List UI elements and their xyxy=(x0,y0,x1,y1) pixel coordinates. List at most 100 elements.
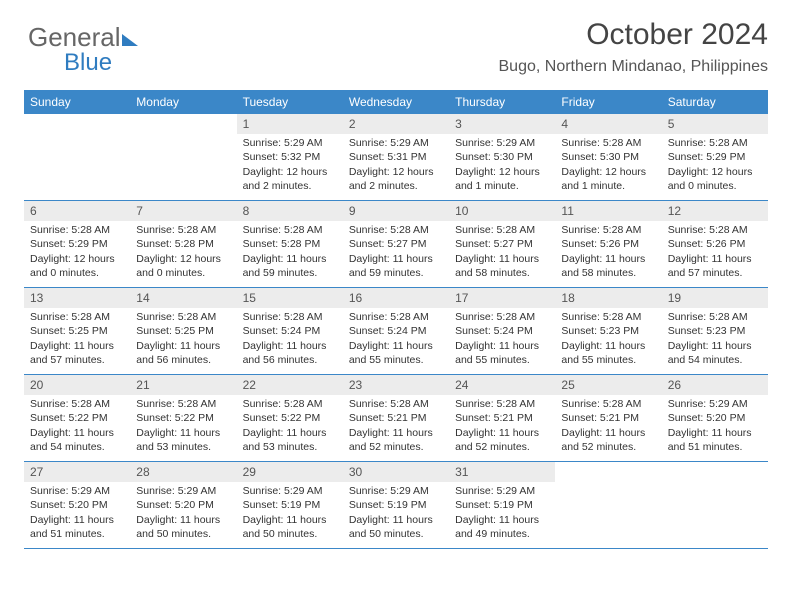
calendar-header-cell: Thursday xyxy=(449,90,555,114)
day-number: 26 xyxy=(662,375,768,395)
logo-text2: Blue xyxy=(64,49,138,77)
day-number: 9 xyxy=(343,201,449,221)
day-number: 29 xyxy=(237,462,343,482)
day-details: Sunrise: 5:28 AMSunset: 5:29 PMDaylight:… xyxy=(662,134,768,197)
calendar-header-cell: Saturday xyxy=(662,90,768,114)
calendar-week: 27Sunrise: 5:29 AMSunset: 5:20 PMDayligh… xyxy=(24,462,768,549)
calendar-day: 6Sunrise: 5:28 AMSunset: 5:29 PMDaylight… xyxy=(24,201,130,287)
day-details: Sunrise: 5:28 AMSunset: 5:24 PMDaylight:… xyxy=(449,308,555,371)
calendar-day: 16Sunrise: 5:28 AMSunset: 5:24 PMDayligh… xyxy=(343,288,449,374)
day-number: 5 xyxy=(662,114,768,134)
day-number: 31 xyxy=(449,462,555,482)
day-number xyxy=(555,462,661,466)
calendar-day: 21Sunrise: 5:28 AMSunset: 5:22 PMDayligh… xyxy=(130,375,236,461)
day-details: Sunrise: 5:28 AMSunset: 5:26 PMDaylight:… xyxy=(662,221,768,284)
day-details: Sunrise: 5:29 AMSunset: 5:19 PMDaylight:… xyxy=(449,482,555,545)
logo-text1: General xyxy=(28,22,121,52)
day-number: 12 xyxy=(662,201,768,221)
day-details: Sunrise: 5:28 AMSunset: 5:21 PMDaylight:… xyxy=(343,395,449,458)
day-number: 22 xyxy=(237,375,343,395)
calendar-day: 26Sunrise: 5:29 AMSunset: 5:20 PMDayligh… xyxy=(662,375,768,461)
calendar-day: 14Sunrise: 5:28 AMSunset: 5:25 PMDayligh… xyxy=(130,288,236,374)
day-details: Sunrise: 5:29 AMSunset: 5:20 PMDaylight:… xyxy=(130,482,236,545)
calendar-day: 11Sunrise: 5:28 AMSunset: 5:26 PMDayligh… xyxy=(555,201,661,287)
day-details: Sunrise: 5:28 AMSunset: 5:22 PMDaylight:… xyxy=(237,395,343,458)
day-number: 28 xyxy=(130,462,236,482)
calendar-day: 27Sunrise: 5:29 AMSunset: 5:20 PMDayligh… xyxy=(24,462,130,548)
day-number: 27 xyxy=(24,462,130,482)
day-details: Sunrise: 5:29 AMSunset: 5:30 PMDaylight:… xyxy=(449,134,555,197)
day-details: Sunrise: 5:29 AMSunset: 5:19 PMDaylight:… xyxy=(237,482,343,545)
calendar-day: 24Sunrise: 5:28 AMSunset: 5:21 PMDayligh… xyxy=(449,375,555,461)
calendar-day: 19Sunrise: 5:28 AMSunset: 5:23 PMDayligh… xyxy=(662,288,768,374)
calendar-day: 25Sunrise: 5:28 AMSunset: 5:21 PMDayligh… xyxy=(555,375,661,461)
day-number: 18 xyxy=(555,288,661,308)
calendar-week: 1Sunrise: 5:29 AMSunset: 5:32 PMDaylight… xyxy=(24,114,768,201)
day-number: 19 xyxy=(662,288,768,308)
day-details: Sunrise: 5:28 AMSunset: 5:28 PMDaylight:… xyxy=(237,221,343,284)
calendar-day: 23Sunrise: 5:28 AMSunset: 5:21 PMDayligh… xyxy=(343,375,449,461)
day-details: Sunrise: 5:29 AMSunset: 5:19 PMDaylight:… xyxy=(343,482,449,545)
calendar-day xyxy=(24,114,130,200)
day-number: 8 xyxy=(237,201,343,221)
day-number: 13 xyxy=(24,288,130,308)
calendar-day: 9Sunrise: 5:28 AMSunset: 5:27 PMDaylight… xyxy=(343,201,449,287)
day-details: Sunrise: 5:28 AMSunset: 5:29 PMDaylight:… xyxy=(24,221,130,284)
calendar-header-cell: Monday xyxy=(130,90,236,114)
day-details: Sunrise: 5:28 AMSunset: 5:30 PMDaylight:… xyxy=(555,134,661,197)
day-details: Sunrise: 5:29 AMSunset: 5:20 PMDaylight:… xyxy=(662,395,768,458)
day-number: 21 xyxy=(130,375,236,395)
calendar-week: 20Sunrise: 5:28 AMSunset: 5:22 PMDayligh… xyxy=(24,375,768,462)
calendar-header-row: SundayMondayTuesdayWednesdayThursdayFrid… xyxy=(24,90,768,114)
calendar-day: 17Sunrise: 5:28 AMSunset: 5:24 PMDayligh… xyxy=(449,288,555,374)
calendar-day: 18Sunrise: 5:28 AMSunset: 5:23 PMDayligh… xyxy=(555,288,661,374)
day-number: 16 xyxy=(343,288,449,308)
day-number xyxy=(662,462,768,466)
logo-triangle-icon xyxy=(122,34,138,46)
day-number xyxy=(24,114,130,118)
day-details: Sunrise: 5:28 AMSunset: 5:25 PMDaylight:… xyxy=(24,308,130,371)
day-number: 7 xyxy=(130,201,236,221)
day-details: Sunrise: 5:29 AMSunset: 5:31 PMDaylight:… xyxy=(343,134,449,197)
calendar-day: 8Sunrise: 5:28 AMSunset: 5:28 PMDaylight… xyxy=(237,201,343,287)
calendar-day: 7Sunrise: 5:28 AMSunset: 5:28 PMDaylight… xyxy=(130,201,236,287)
day-details: Sunrise: 5:28 AMSunset: 5:24 PMDaylight:… xyxy=(237,308,343,371)
calendar-day: 29Sunrise: 5:29 AMSunset: 5:19 PMDayligh… xyxy=(237,462,343,548)
calendar-day: 3Sunrise: 5:29 AMSunset: 5:30 PMDaylight… xyxy=(449,114,555,200)
day-details: Sunrise: 5:28 AMSunset: 5:21 PMDaylight:… xyxy=(449,395,555,458)
day-number: 10 xyxy=(449,201,555,221)
day-details: Sunrise: 5:28 AMSunset: 5:25 PMDaylight:… xyxy=(130,308,236,371)
day-number: 1 xyxy=(237,114,343,134)
calendar-header-cell: Tuesday xyxy=(237,90,343,114)
calendar-day: 13Sunrise: 5:28 AMSunset: 5:25 PMDayligh… xyxy=(24,288,130,374)
calendar: SundayMondayTuesdayWednesdayThursdayFrid… xyxy=(24,90,768,549)
day-details: Sunrise: 5:28 AMSunset: 5:28 PMDaylight:… xyxy=(130,221,236,284)
day-number: 11 xyxy=(555,201,661,221)
calendar-day: 12Sunrise: 5:28 AMSunset: 5:26 PMDayligh… xyxy=(662,201,768,287)
calendar-week: 13Sunrise: 5:28 AMSunset: 5:25 PMDayligh… xyxy=(24,288,768,375)
day-details: Sunrise: 5:28 AMSunset: 5:27 PMDaylight:… xyxy=(449,221,555,284)
calendar-day: 15Sunrise: 5:28 AMSunset: 5:24 PMDayligh… xyxy=(237,288,343,374)
calendar-day: 22Sunrise: 5:28 AMSunset: 5:22 PMDayligh… xyxy=(237,375,343,461)
day-details: Sunrise: 5:28 AMSunset: 5:23 PMDaylight:… xyxy=(662,308,768,371)
day-details: Sunrise: 5:28 AMSunset: 5:22 PMDaylight:… xyxy=(130,395,236,458)
day-number: 25 xyxy=(555,375,661,395)
day-number: 23 xyxy=(343,375,449,395)
day-details: Sunrise: 5:28 AMSunset: 5:24 PMDaylight:… xyxy=(343,308,449,371)
day-details: Sunrise: 5:29 AMSunset: 5:32 PMDaylight:… xyxy=(237,134,343,197)
calendar-day: 1Sunrise: 5:29 AMSunset: 5:32 PMDaylight… xyxy=(237,114,343,200)
day-number: 2 xyxy=(343,114,449,134)
day-number: 4 xyxy=(555,114,661,134)
calendar-day xyxy=(130,114,236,200)
day-number: 24 xyxy=(449,375,555,395)
calendar-day: 10Sunrise: 5:28 AMSunset: 5:27 PMDayligh… xyxy=(449,201,555,287)
day-details: Sunrise: 5:28 AMSunset: 5:26 PMDaylight:… xyxy=(555,221,661,284)
calendar-week: 6Sunrise: 5:28 AMSunset: 5:29 PMDaylight… xyxy=(24,201,768,288)
day-number: 3 xyxy=(449,114,555,134)
day-number xyxy=(130,114,236,118)
day-details: Sunrise: 5:28 AMSunset: 5:23 PMDaylight:… xyxy=(555,308,661,371)
calendar-day: 31Sunrise: 5:29 AMSunset: 5:19 PMDayligh… xyxy=(449,462,555,548)
day-number: 20 xyxy=(24,375,130,395)
logo: General Blue xyxy=(28,22,138,77)
calendar-day: 4Sunrise: 5:28 AMSunset: 5:30 PMDaylight… xyxy=(555,114,661,200)
